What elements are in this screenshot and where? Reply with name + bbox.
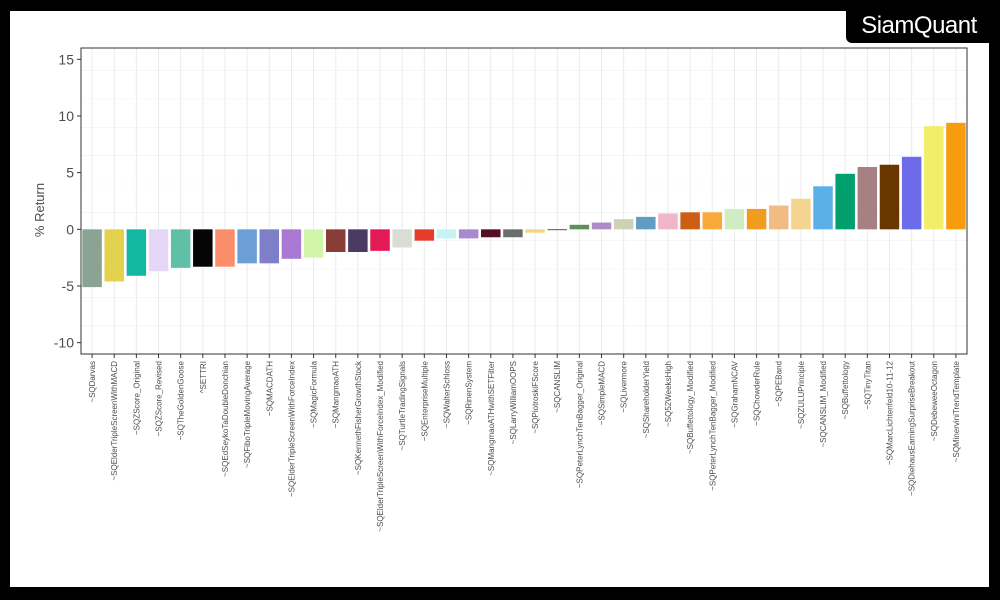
x-tick-label: ~SQ52WeeksHigh: [664, 361, 673, 427]
y-tick-label: -5: [62, 278, 75, 294]
bar: [636, 216, 656, 230]
x-tick-label: ~SQKennethFisherGrowthStock: [354, 360, 363, 475]
x-tick-label: ~SQCANSLIM: [553, 361, 562, 413]
y-axis: -10 -5 0 5 10 15: [54, 51, 81, 351]
bar: [702, 212, 723, 230]
x-tick-label: ~SQDarvas: [88, 361, 97, 403]
x-tick-label: ~SQEdSeykoTaDoubleDonchian: [221, 361, 230, 477]
x-tick-label: ~SQRinenSystem: [465, 361, 474, 425]
x-tick-label: ~SQMangmaoATH: [332, 361, 341, 428]
bar: [170, 229, 191, 268]
bar: [525, 229, 545, 233]
gridlines: [81, 48, 967, 355]
bar: [259, 229, 280, 264]
x-tick-label: ~SQTheGoldenGoose: [177, 360, 186, 440]
x-tick-label: ~SQShareholderYield: [642, 361, 651, 438]
bar: [547, 229, 567, 231]
bar: [791, 198, 811, 230]
bar: [370, 229, 390, 251]
bar: [879, 164, 900, 230]
bar: [148, 229, 169, 272]
bar: [591, 222, 612, 230]
x-tick-label: ~SQMACDATH: [265, 361, 274, 416]
bar: [857, 167, 878, 230]
bar: [348, 229, 368, 252]
bar: [746, 208, 767, 230]
bar: [281, 229, 302, 259]
x-tick-label: ~SQElderTripleScreenWithForceIndex: [287, 361, 296, 497]
x-tick-label: ~SQPiotroskiFScore: [531, 360, 540, 433]
bar: [82, 229, 102, 288]
x-tick-label: ~SQGrahamNCAV: [730, 360, 739, 427]
bar: [237, 229, 257, 264]
x-tick-label: ~SQMagicFormula: [310, 360, 319, 427]
x-tick-label: ~SQLivermore: [620, 360, 629, 412]
bar: [924, 126, 944, 230]
x-tick-label: ~SQLarryWilliamOOPS: [509, 361, 518, 444]
chart-frame: -10 -5 0 5 10 15 ~SQDarvas ~SQElderTripleScree…: [10, 11, 989, 587]
y-tick-label: -10: [54, 335, 74, 351]
bar: [481, 229, 501, 238]
y-tick-label: 15: [58, 51, 74, 67]
x-tick-label: ~SQElderTripleScreenWithMACD: [110, 361, 119, 481]
bar: [835, 173, 855, 230]
x-tick-label: ~SQSimpleMACD: [598, 361, 607, 425]
x-axis: ~SQDarvas ~SQElderTripleScreenWithMACD ~SQ…: [88, 354, 961, 532]
bar: [613, 219, 634, 230]
bar: [392, 229, 412, 248]
bars: [82, 122, 966, 288]
y-tick-label: 0: [66, 221, 74, 237]
bar: [325, 229, 346, 252]
x-tick-label: ~SQTurtleTradingSignals: [398, 361, 407, 450]
x-tick-label: ~SQBuffettology_Modified: [686, 361, 695, 454]
x-tick-label: ~SQPeterLynchTenBagger_Original: [575, 361, 584, 488]
bar: [436, 229, 457, 239]
bar: [104, 229, 124, 282]
x-tick-label: ~SQBuffettology: [841, 361, 850, 419]
bar: [569, 224, 590, 230]
x-tick-label: ~SQZScore_Original: [132, 361, 141, 435]
x-tick-label: ~SQZULUPrinciple: [797, 360, 806, 428]
x-tick-label: ~SQDebeweeOctagon: [930, 361, 939, 441]
y-tick-label: 5: [66, 165, 74, 181]
bar: [901, 156, 922, 230]
siamquant-logo: SiamQuant: [846, 9, 992, 43]
x-tick-label: ~SQPEBand: [775, 361, 784, 407]
x-tick-label: ~SQMinerviniTrendTemplate: [952, 360, 961, 462]
y-axis-label: % Return: [32, 183, 47, 237]
y-tick-label: 10: [58, 108, 74, 124]
x-tick-label: ~SQMangmaoATHwithSETFilter: [487, 361, 496, 476]
x-tick-label: ~SQWalterSchloss: [442, 361, 451, 428]
x-tick-label: ~SQEnterpriseMultiple: [420, 360, 429, 441]
bar: [193, 229, 213, 267]
bar: [414, 229, 435, 241]
bar: [946, 122, 966, 230]
x-tick-label: ~SQCANSLIM_Modified: [819, 361, 828, 447]
bar: [658, 213, 678, 230]
bar: [724, 208, 745, 230]
x-tick-label: ~SQZScore_Revised: [155, 361, 164, 436]
plot-panel: [80, 47, 968, 355]
bar: [813, 186, 833, 230]
bar: [680, 212, 700, 230]
bar: [126, 229, 147, 276]
x-tick-label: ~SQFiboTripleMovingAverage: [243, 360, 252, 467]
x-tick-label: ~SQPeterLynchTenBagger_Modified: [708, 361, 717, 491]
x-tick-label: ~SQDiehausEarningSurpriseBreakout: [908, 360, 917, 496]
x-tick-label: ^SETTRI: [199, 361, 208, 393]
x-tick-label: ~SQMarcLichtenfeld10-11-12: [885, 360, 894, 465]
x-tick-label: ~SQElderTripleScreenWithForceIndex_Modif…: [376, 361, 385, 532]
x-tick-label: ~SQTinyTitan: [863, 361, 872, 410]
bar: [503, 229, 523, 238]
x-tick-label: ~SQChowderRule: [753, 360, 762, 425]
bar: [303, 229, 324, 258]
bar-chart: -10 -5 0 5 10 15 ~SQDarvas ~SQElderTripleScree…: [32, 47, 968, 532]
bar: [768, 205, 789, 230]
bar: [458, 229, 479, 239]
bar: [215, 229, 235, 267]
